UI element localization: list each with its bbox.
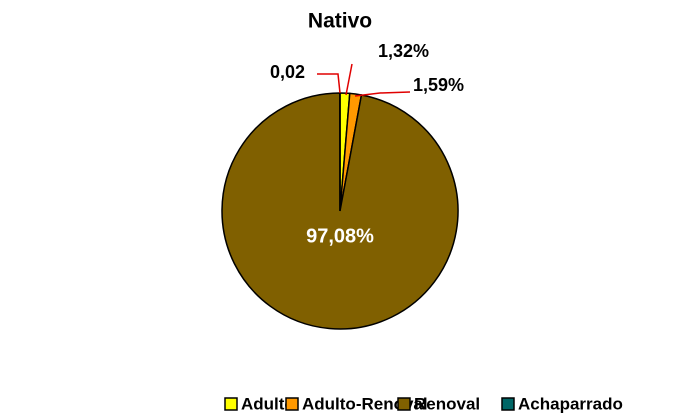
legend-swatch xyxy=(224,397,238,411)
legend-label: Renoval xyxy=(414,394,480,413)
data-label: 1,59% xyxy=(413,75,464,95)
leader-line xyxy=(345,63,353,96)
legend-label: Adulto-Renoval xyxy=(302,394,428,413)
data-label: 1,32% xyxy=(378,41,429,61)
data-label: 0,02 xyxy=(270,62,305,82)
data-label: 97,08% xyxy=(306,225,374,247)
legend-swatch xyxy=(501,397,515,411)
leader-line xyxy=(317,73,341,94)
legend-label: Achaparrado xyxy=(518,394,623,413)
legend-label: Adulto xyxy=(241,394,295,413)
chart-title: Nativo xyxy=(308,10,372,33)
legend-swatch xyxy=(397,397,411,411)
legend-swatch xyxy=(285,397,299,411)
leader-line xyxy=(354,91,411,97)
